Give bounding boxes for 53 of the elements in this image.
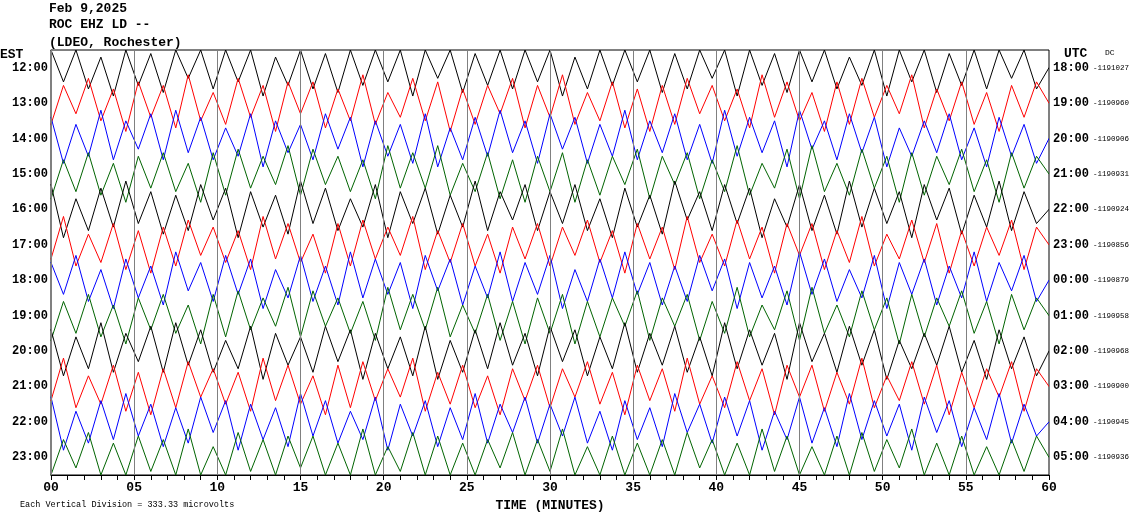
x-tick-label: 40 — [708, 480, 725, 495]
y2-axis-title: UTC — [1064, 46, 1088, 61]
x-tick-label: 30 — [542, 480, 558, 495]
y2-tick-label: 03:00 — [1053, 379, 1090, 394]
y-tick-label: 14:00 — [11, 131, 48, 146]
y2-tick-label: 19:00 — [1053, 96, 1090, 111]
line-series — [50, 251, 1050, 310]
x-tick-label: 25 — [459, 480, 475, 495]
x-axis-title: TIME (MINUTES) — [495, 497, 605, 513]
y-tick-label: 22:00 — [11, 414, 48, 429]
text: Each Vertical Division = 333.33 microvolts — [20, 499, 235, 510]
line-series — [50, 215, 1050, 274]
y2-tick-label: 21:00 — [1053, 166, 1090, 181]
y-tick-label: 18:00 — [11, 273, 48, 288]
y-tick-label: 15:00 — [11, 166, 48, 181]
line-series — [50, 393, 1050, 451]
y2-tick-label: 23:00 — [1053, 237, 1090, 252]
x-tick-label: 35 — [625, 480, 642, 495]
y-axis-title: EST — [0, 47, 24, 62]
y-tick-label: 12:00 — [11, 60, 48, 75]
y-tick-label: 21:00 — [11, 379, 48, 394]
legend-title: DC — [1105, 47, 1115, 57]
chart-title: Feb 9,2025 — [49, 1, 128, 16]
y2-tick-label: 20:00 — [1053, 131, 1090, 146]
line-series — [50, 74, 1050, 132]
y-tick-label: 17:00 — [11, 237, 48, 252]
y2-tick-label: 01:00 — [1053, 308, 1090, 323]
line-series — [50, 145, 1050, 203]
x-tick-label: 05 — [126, 480, 143, 495]
y-tick-label: 19:00 — [11, 308, 48, 323]
x-tick-label: 60 — [1041, 480, 1057, 495]
y2-tick-label: 05:00 — [1053, 450, 1090, 465]
x-tick-label: 00 — [43, 480, 59, 495]
line-series — [50, 286, 1050, 345]
annotation: (LDEO, Rochester) — [49, 35, 182, 50]
x-tick-label: 55 — [958, 480, 974, 495]
x-tick-label: 15 — [292, 480, 309, 495]
y2-tick-label: 18:00 — [1053, 60, 1090, 75]
y-tick-label: 20:00 — [11, 344, 48, 359]
line-series — [50, 109, 1050, 168]
y2-tick-label: 00:00 — [1053, 273, 1090, 288]
x-tick-label: 45 — [791, 480, 808, 495]
y-tick-label: 16:00 — [11, 202, 48, 217]
chart-subtitle: ROC EHZ LD -- — [49, 17, 151, 32]
x-tick-label: 50 — [874, 480, 891, 495]
y-tick-label: 23:00 — [11, 450, 48, 465]
y-tick-label: 13:00 — [11, 96, 48, 111]
x-tick-label: 10 — [209, 480, 226, 495]
y2-tick-label: 04:00 — [1053, 414, 1090, 429]
line-series — [50, 357, 1050, 416]
y2-tick-label: 02:00 — [1053, 344, 1090, 359]
x-tick-label: 20 — [375, 480, 392, 495]
y2-tick-label: 22:00 — [1053, 202, 1090, 217]
